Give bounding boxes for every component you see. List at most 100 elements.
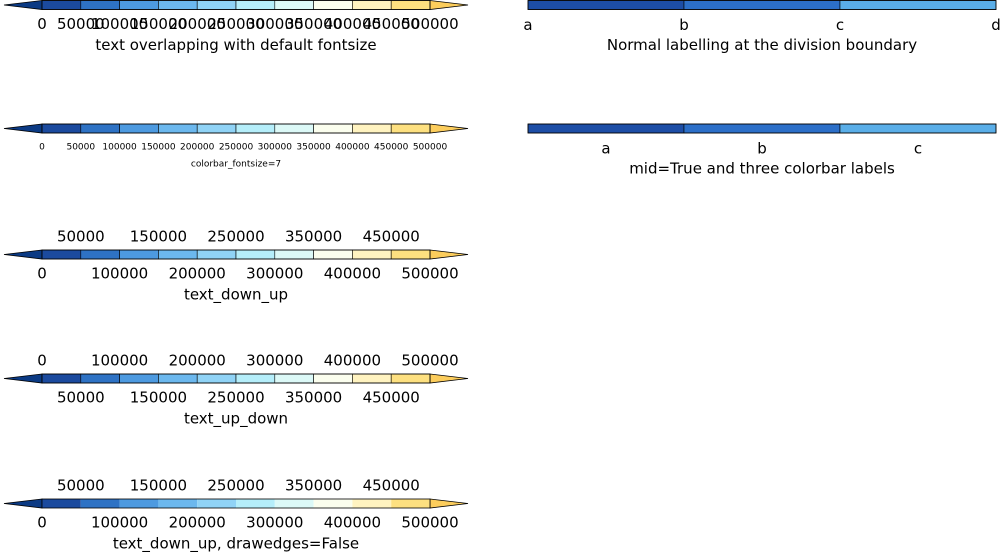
- tick-label: 100000: [91, 514, 148, 532]
- under-extension: [3, 373, 43, 384]
- tick-label: 0: [37, 15, 47, 33]
- color-segment: [119, 499, 159, 508]
- color-segment: [313, 499, 353, 508]
- color-segment: [274, 373, 314, 384]
- tick-label: 400000: [335, 143, 370, 153]
- color-segment: [352, 0, 392, 10]
- color-segment: [41, 0, 82, 10]
- tick-label: 500000: [401, 265, 458, 283]
- colorbar-label: mid=True and three colorbar labels: [629, 160, 895, 178]
- under-extension: [3, 0, 43, 10]
- color-segment: [274, 123, 314, 134]
- tick-label: 350000: [296, 143, 331, 153]
- color-segment: [352, 123, 392, 134]
- colorbar-label: text overlapping with default fontsize: [95, 36, 376, 54]
- tick-label: 350000: [285, 389, 342, 407]
- color-segment: [158, 499, 198, 508]
- under-extension: [3, 498, 43, 509]
- color-segment: [274, 249, 314, 260]
- under-extension: [3, 249, 43, 260]
- colorbar-label: text_down_up: [184, 286, 288, 305]
- tick-label: 200000: [169, 514, 226, 532]
- color-segment: [352, 499, 392, 508]
- color-segment: [391, 499, 430, 508]
- tick-label: 500000: [401, 15, 458, 33]
- tick-label: 450000: [374, 143, 409, 153]
- tick-label: 400000: [324, 265, 381, 283]
- category-label: a: [601, 140, 610, 158]
- tick-label: 150000: [130, 15, 187, 33]
- color-segment: [235, 249, 276, 260]
- color-segment: [196, 249, 237, 260]
- color-segment: [390, 123, 431, 134]
- tick-label: 300000: [246, 15, 303, 33]
- color-segment: [119, 249, 159, 260]
- color-segment: [158, 373, 198, 384]
- tick-label: 150000: [130, 389, 187, 407]
- tick-label: 100000: [102, 143, 137, 153]
- color-segment: [158, 0, 198, 10]
- tick-label: 200000: [169, 15, 226, 33]
- color-segment: [196, 123, 237, 134]
- tick-label: 0: [39, 143, 45, 153]
- tick-label: 50000: [57, 15, 105, 33]
- color-segment: [236, 499, 275, 508]
- tick-label: 0: [37, 352, 47, 370]
- color-segment: [683, 123, 841, 134]
- colorbar-outline: [41, 249, 431, 260]
- tick-label: 450000: [363, 389, 420, 407]
- color-segment: [235, 123, 276, 134]
- color-segment: [352, 249, 392, 260]
- tick-label: 150000: [141, 143, 176, 153]
- tick-label: 50000: [57, 228, 105, 246]
- tick-label: 150000: [130, 228, 187, 246]
- color-segment: [196, 0, 237, 10]
- color-segment: [313, 0, 353, 10]
- category-label: c: [836, 16, 844, 34]
- tick-label: 500000: [401, 352, 458, 370]
- tick-label: 100000: [91, 15, 148, 33]
- tick-label: 350000: [285, 228, 342, 246]
- color-segment: [274, 499, 314, 508]
- color-segment: [683, 0, 841, 10]
- color-segment: [80, 249, 120, 260]
- category-label: d: [991, 16, 1001, 34]
- tick-label: 450000: [363, 15, 420, 33]
- color-segment: [119, 0, 159, 10]
- color-segment: [42, 499, 81, 508]
- tick-label: 150000: [130, 477, 187, 495]
- tick-label: 350000: [285, 15, 342, 33]
- over-extension: [429, 123, 469, 134]
- tick-label: 300000: [258, 143, 293, 153]
- over-extension: [429, 373, 469, 384]
- tick-label: 200000: [169, 352, 226, 370]
- color-segment: [235, 373, 276, 384]
- tick-label: 400000: [324, 352, 381, 370]
- colorbar-label: colorbar_fontsize=7: [191, 160, 281, 170]
- under-extension: [3, 123, 43, 134]
- color-segment: [196, 373, 237, 384]
- color-segment: [41, 373, 82, 384]
- tick-label: 350000: [285, 477, 342, 495]
- colorbar-label: text_up_down: [184, 410, 288, 429]
- color-segment: [352, 373, 392, 384]
- tick-label: 50000: [66, 143, 95, 153]
- colorbar-label: text_down_up, drawedges=False: [113, 535, 359, 554]
- color-segment: [41, 249, 82, 260]
- color-segment: [390, 373, 431, 384]
- tick-label: 450000: [363, 228, 420, 246]
- color-segment: [313, 249, 353, 260]
- colorbar-outline: [527, 0, 997, 10]
- tick-label: 250000: [207, 15, 264, 33]
- tick-label: 450000: [363, 477, 420, 495]
- tick-label: 250000: [207, 389, 264, 407]
- color-segment: [839, 123, 997, 134]
- colorbar-outline: [41, 123, 431, 134]
- tick-label: 250000: [219, 143, 254, 153]
- color-segment: [839, 0, 997, 10]
- color-segment: [390, 0, 431, 10]
- color-segment: [80, 123, 120, 134]
- tick-label: 200000: [180, 143, 215, 153]
- colorbar-label: Normal labelling at the division boundar…: [607, 36, 917, 54]
